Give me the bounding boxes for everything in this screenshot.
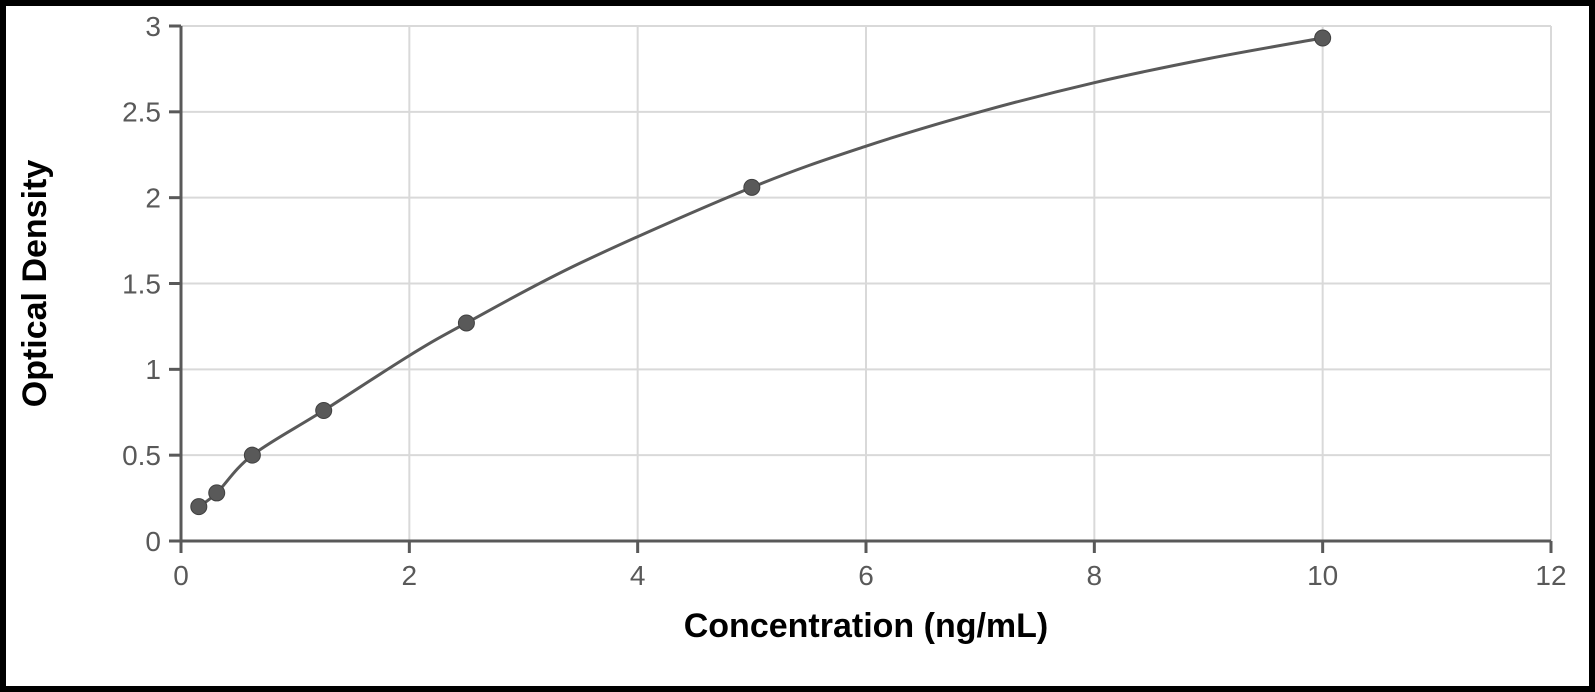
data-point bbox=[316, 403, 332, 419]
x-tick-label: 12 bbox=[1535, 560, 1566, 591]
y-axis-label: Optical Density bbox=[16, 160, 54, 408]
y-tick-label: 1 bbox=[145, 354, 161, 385]
x-tick-label: 2 bbox=[402, 560, 418, 591]
x-tick-label: 6 bbox=[858, 560, 874, 591]
y-tick-label: 1.5 bbox=[122, 268, 161, 299]
data-point bbox=[244, 447, 260, 463]
y-tick-label: 3 bbox=[145, 11, 161, 42]
y-tick-label: 0 bbox=[145, 526, 161, 557]
y-tick-label: 2 bbox=[145, 182, 161, 213]
x-tick-label: 10 bbox=[1307, 560, 1338, 591]
x-axis-label: Concentration (ng/mL) bbox=[684, 607, 1049, 645]
data-point bbox=[458, 315, 474, 331]
optical-density-chart: 0 2 4 6 8 10 12 0 0.5 1 1.5 2 2.5 3 Concentration (ng/… bbox=[6, 6, 1589, 686]
y-tick-label: 2.5 bbox=[122, 97, 161, 128]
data-point bbox=[1315, 30, 1331, 46]
x-tick-label: 4 bbox=[630, 560, 646, 591]
data-point bbox=[209, 485, 225, 501]
x-tick-label: 8 bbox=[1087, 560, 1103, 591]
data-point bbox=[744, 179, 760, 195]
x-tick-label: 0 bbox=[173, 560, 189, 591]
data-point bbox=[191, 499, 207, 515]
chart-frame: 0 2 4 6 8 10 12 0 0.5 1 1.5 2 2.5 3 Concentration (ng/… bbox=[0, 0, 1595, 692]
y-tick-label: 0.5 bbox=[122, 440, 161, 471]
